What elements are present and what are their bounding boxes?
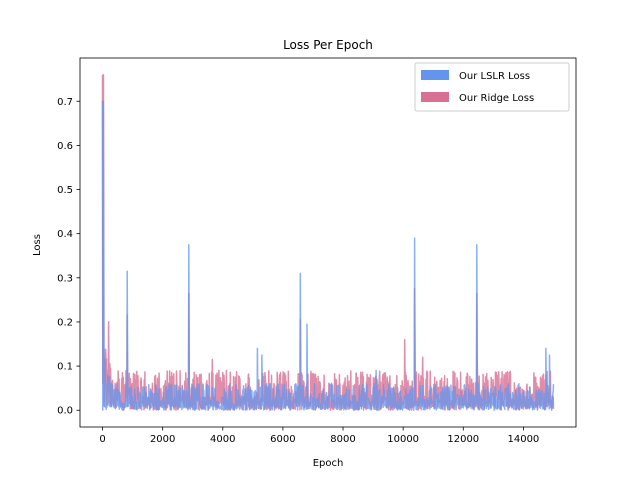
legend: Our LSLR Loss Our Ridge Loss bbox=[414, 62, 570, 112]
y-tick-label: 0.0 bbox=[57, 406, 73, 417]
x-tick-label: 14000 bbox=[507, 434, 539, 445]
x-tick-label: 12000 bbox=[447, 434, 479, 445]
legend-label-lslr: Our LSLR Loss bbox=[459, 71, 530, 82]
y-axis-title: Loss bbox=[32, 234, 43, 256]
y-tick-label: 0.2 bbox=[57, 317, 73, 328]
x-axis-title: Epoch bbox=[313, 458, 344, 469]
x-tick-label: 0 bbox=[99, 434, 105, 445]
legend-swatch-ridge bbox=[421, 92, 449, 102]
legend-box bbox=[414, 62, 570, 112]
x-tick-label: 6000 bbox=[270, 434, 295, 445]
y-tick-label: 0.1 bbox=[57, 362, 73, 373]
y-tick-label: 0.5 bbox=[57, 185, 73, 196]
x-tick-label: 2000 bbox=[150, 434, 175, 445]
x-tick-label: 8000 bbox=[330, 434, 355, 445]
series-line-lslr bbox=[101, 100, 555, 411]
axes: 0 2000 4000 6000 8000 10000 12000 14000 0.0 0.1 0.… bbox=[57, 57, 577, 445]
legend-swatch-lslr bbox=[421, 70, 449, 80]
x-tick-label: 10000 bbox=[387, 434, 419, 445]
legend-label-ridge: Our Ridge Loss bbox=[459, 93, 534, 104]
y-tick-label: 0.6 bbox=[57, 141, 73, 152]
plot-area bbox=[101, 74, 555, 411]
y-tick-label: 0.3 bbox=[57, 273, 73, 284]
axes-frame bbox=[79, 57, 577, 428]
chart-title: Loss Per Epoch bbox=[283, 38, 373, 52]
y-tick-label: 0.4 bbox=[57, 229, 73, 240]
x-tick-label: 4000 bbox=[210, 434, 235, 445]
y-tick-label: 0.7 bbox=[57, 97, 73, 108]
